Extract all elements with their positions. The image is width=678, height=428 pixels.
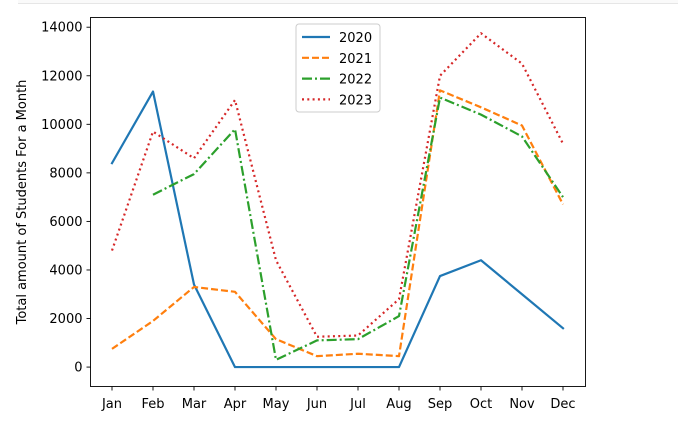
y-axis-ticks: 0 2000 4000 6000 8000 10000 12000 14000 <box>41 21 91 376</box>
y-tick-label: 2000 <box>49 312 82 327</box>
legend-box <box>295 23 381 113</box>
x-tick-label: Aug <box>386 397 411 412</box>
x-tick-label: Nov <box>509 397 535 412</box>
y-tick-label: 8000 <box>49 166 82 181</box>
series-line-2022 <box>152 96 564 361</box>
x-tick-label: Mar <box>182 397 207 412</box>
legend-label-2020: 2020 <box>339 31 372 46</box>
legend-label-2023: 2023 <box>339 93 372 108</box>
legend-label-2022: 2022 <box>339 73 372 88</box>
y-tick-label: 0 <box>74 361 82 376</box>
x-tick-label: Feb <box>141 397 164 412</box>
x-tick-label: Sep <box>428 397 453 412</box>
y-axis-label: Total amount of Students For a Month <box>15 80 30 326</box>
plot-frame <box>90 17 586 387</box>
y-tick-label: 4000 <box>49 263 82 278</box>
x-tick-label: Oct <box>470 397 492 412</box>
x-tick-label: May <box>263 397 290 412</box>
x-axis-ticks: Jan Feb Mar Apr May Jun Jul Aug Sep Oct Nov Dec <box>101 386 576 412</box>
y-tick-label: 10000 <box>41 118 82 133</box>
y-tick-label: 14000 <box>41 21 82 36</box>
legend-label-2021: 2021 <box>339 52 372 67</box>
series-line-2021 <box>111 89 564 358</box>
x-tick-label: Jan <box>101 397 122 412</box>
x-tick-label: Apr <box>224 397 247 412</box>
x-tick-label: Jul <box>349 397 366 412</box>
x-tick-label: Jun <box>306 397 327 412</box>
series-line-2020 <box>110 90 565 369</box>
series-lines <box>110 32 565 369</box>
legend: 2020 2021 2022 2023 <box>295 23 381 113</box>
window-top-strip <box>18 0 678 4</box>
y-tick-label: 6000 <box>49 215 82 230</box>
y-tick-label: 12000 <box>41 69 82 84</box>
x-tick-label: Dec <box>550 397 575 412</box>
